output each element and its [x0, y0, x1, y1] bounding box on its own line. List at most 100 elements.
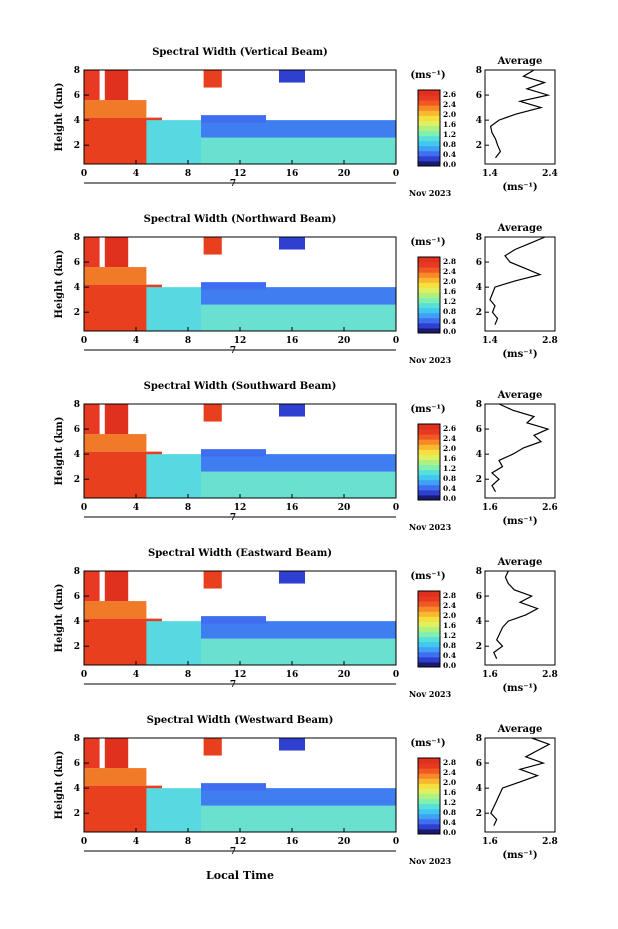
colorbar-swatch [418, 297, 440, 304]
profile-line [490, 737, 551, 826]
colorbar-swatch [418, 287, 440, 293]
y-tick-label: 2 [74, 809, 80, 819]
colorbar-swatch [418, 262, 440, 268]
y-tick-label: 2 [74, 308, 80, 318]
heatmap-cell [84, 601, 147, 619]
profile-title: Average [497, 557, 543, 568]
x-tick-label: 0 [81, 336, 87, 346]
day-label: 7 [230, 179, 236, 189]
profile-x-tick-label: 2.8 [542, 837, 558, 847]
colorbar-swatch [418, 479, 440, 486]
colorbar-swatch [418, 778, 440, 784]
colorbar-swatch [418, 611, 440, 617]
heatmap-cell [203, 738, 222, 756]
colorbar-swatch [418, 489, 440, 496]
profile-title: Average [497, 56, 543, 67]
colorbar-swatch [418, 808, 440, 815]
y-tick-label: 8 [74, 66, 80, 76]
colorbar-unit: (ms⁻¹) [410, 70, 445, 81]
heatmap-cell [201, 120, 396, 138]
profile-x-tick-label: 2.4 [542, 169, 558, 179]
heatmap-cell [201, 137, 396, 164]
profile-x-label: (ms⁻¹) [502, 850, 537, 861]
colorbar-swatch [418, 469, 440, 476]
x-tick-label: 12 [234, 503, 247, 513]
colorbar-unit: (ms⁻¹) [410, 571, 445, 582]
heatmap-cell [104, 571, 129, 602]
y-tick-label: 8 [74, 233, 80, 243]
heatmap-cell [201, 471, 396, 498]
profile-y-tick-label: 4 [476, 116, 482, 126]
profile-line [489, 236, 546, 325]
profile-y-tick-label: 4 [476, 283, 482, 293]
y-tick-label: 8 [74, 734, 80, 744]
profile-y-tick-label: 8 [476, 734, 482, 744]
colorbar-tick-label: 1.6 [443, 454, 456, 463]
colorbar-swatch [418, 130, 440, 137]
beam-panel: Spectral Width (Vertical Beam) 2 4 6 8 Height… [54, 47, 558, 198]
y-tick-label: 4 [74, 283, 80, 293]
profile-line [489, 69, 551, 159]
colorbar-tick-label: 0.0 [443, 327, 456, 336]
colorbar-swatch [418, 454, 440, 460]
x-tick-label: 12 [234, 169, 247, 179]
colorbar-swatch [418, 591, 440, 597]
profile-y-tick-label: 6 [476, 425, 482, 435]
colorbar-swatch [418, 312, 440, 319]
colorbar-swatch [418, 494, 440, 501]
profile-x-tick-label: 1.4 [482, 336, 498, 346]
profile-frame [484, 737, 556, 833]
colorbar-swatch [418, 125, 440, 132]
colorbar-tick-label: 1.6 [443, 788, 456, 797]
colorbar-swatch [418, 464, 440, 471]
profile-x-tick-label: 1.6 [482, 670, 498, 680]
colorbar-swatch [418, 828, 440, 835]
colorbar-tick-label: 0.4 [443, 150, 456, 159]
profile-x-label: (ms⁻¹) [502, 516, 537, 527]
colorbar-swatch [418, 793, 440, 800]
profile-x-tick-label: 2.6 [542, 503, 558, 513]
heatmap-cell [84, 70, 100, 101]
y-axis-label: Height (km) [54, 417, 65, 486]
profile-frame [484, 570, 556, 666]
heatmap-cell [279, 70, 305, 83]
y-tick-label: 8 [74, 567, 80, 577]
profile-line [493, 570, 539, 659]
heatmap-cell [201, 621, 396, 639]
colorbar-frame [417, 590, 441, 668]
colorbar-swatch [418, 302, 440, 309]
colorbar-tick-label: 2.0 [443, 611, 456, 620]
heatmap-cell [201, 805, 396, 832]
x-tick-label: 20 [338, 837, 351, 847]
day-label: 7 [230, 847, 236, 857]
profile-x-label: (ms⁻¹) [502, 182, 537, 193]
panel-title: Spectral Width (Eastward Beam) [148, 548, 332, 559]
heatmap-cell [279, 237, 305, 250]
profile-y-tick-label: 2 [476, 475, 482, 485]
date-label: Nov 2023 [409, 355, 452, 365]
y-axis-label: Height (km) [54, 250, 65, 319]
profile-y-tick-label: 2 [476, 308, 482, 318]
heatmap-cell [203, 237, 222, 255]
colorbar-tick-label: 0.4 [443, 317, 456, 326]
heatmap-cell [201, 449, 266, 457]
heatmap-cell [201, 788, 396, 806]
profile-y-tick-label: 6 [476, 91, 482, 101]
x-tick-label: 20 [338, 670, 351, 680]
colorbar-swatch [418, 277, 440, 283]
colorbar-swatch [418, 160, 440, 167]
heatmap-cell [104, 237, 129, 268]
date-label: Nov 2023 [409, 689, 452, 699]
y-tick-label: 6 [74, 592, 80, 602]
colorbar-swatch [418, 631, 440, 638]
heatmap-cell [279, 571, 305, 584]
profile-title: Average [497, 223, 543, 234]
y-tick-label: 6 [74, 425, 80, 435]
colorbar-swatch [418, 601, 440, 607]
colorbar-swatch [418, 135, 440, 142]
profile-y-tick-label: 2 [476, 642, 482, 652]
profile-y-tick-label: 4 [476, 784, 482, 794]
heatmap-cell [84, 768, 147, 786]
colorbar-tick-label: 1.2 [443, 130, 456, 139]
